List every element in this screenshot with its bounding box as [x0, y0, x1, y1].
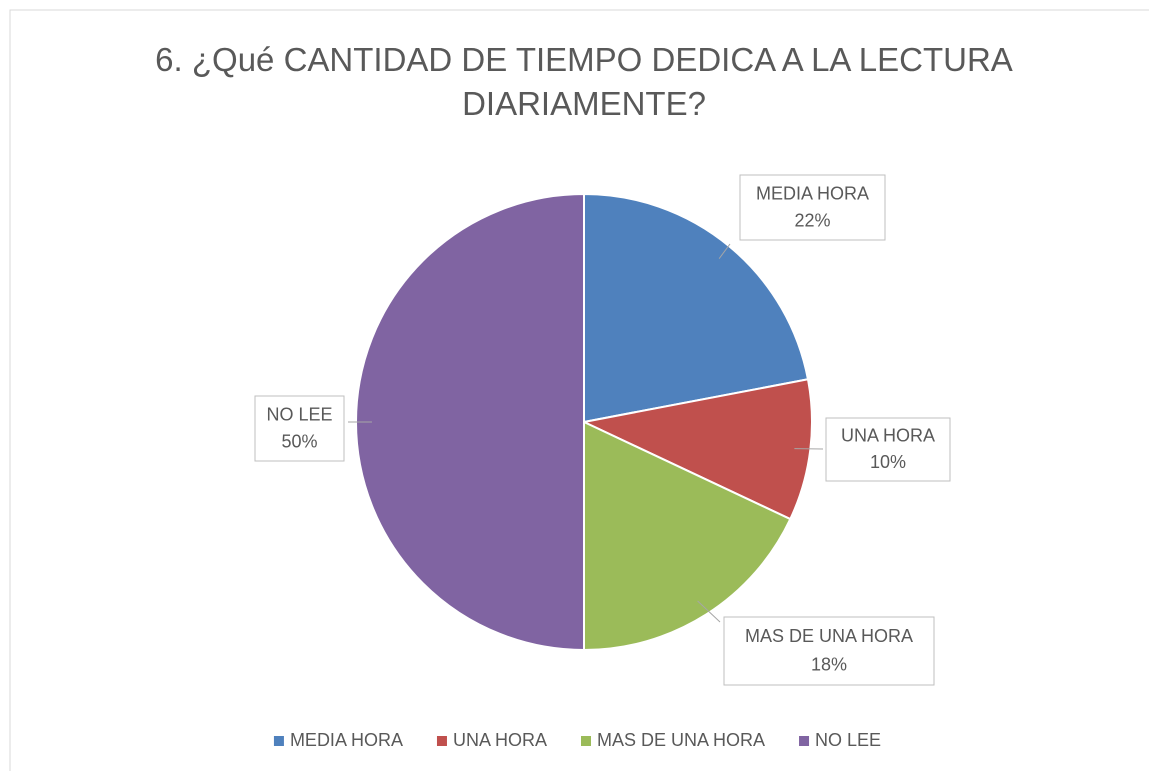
pie-slice: [583, 420, 792, 652]
data-label-box: [254, 395, 345, 462]
data-label-box: [825, 417, 951, 482]
chart-title: 6. ¿Qué CANTIDAD DE TIEMPO DEDICA A LA L…: [155, 41, 1013, 122]
legend-label: MEDIA HORA: [290, 730, 403, 750]
data-label-box: [723, 616, 935, 686]
leader-line: [697, 600, 721, 623]
data-label-category: MAS DE UNA HORA: [745, 626, 913, 646]
legend-swatch: [581, 736, 591, 746]
data-label-category: UNA HORA: [841, 426, 935, 446]
data-label-value: 10%: [870, 452, 906, 472]
data-label-value: 22%: [794, 211, 830, 231]
data-label-category: MEDIA HORA: [756, 183, 869, 203]
legend-swatch: [436, 736, 447, 746]
chart-border: [9, 9, 1149, 771]
leader-line: [718, 243, 731, 259]
data-label-value: 18%: [811, 655, 847, 675]
legend-label: MAS DE UNA HORA: [597, 730, 765, 750]
data-label-category: NO LEE: [266, 404, 332, 424]
legend-swatch: [799, 736, 810, 746]
legend: MEDIA HORA UNA HORA MAS DE UNA HORA NO LEE: [273, 730, 881, 750]
data-label-box: [739, 174, 886, 241]
legend-swatch: [273, 736, 284, 746]
legend-label: NO LEE: [815, 730, 881, 750]
legend-label: UNA HORA: [453, 730, 547, 750]
pie-slice: [583, 192, 810, 424]
data-label-value: 50%: [281, 432, 317, 452]
pie-slice: [580, 378, 813, 521]
pie-slice: [355, 192, 585, 652]
